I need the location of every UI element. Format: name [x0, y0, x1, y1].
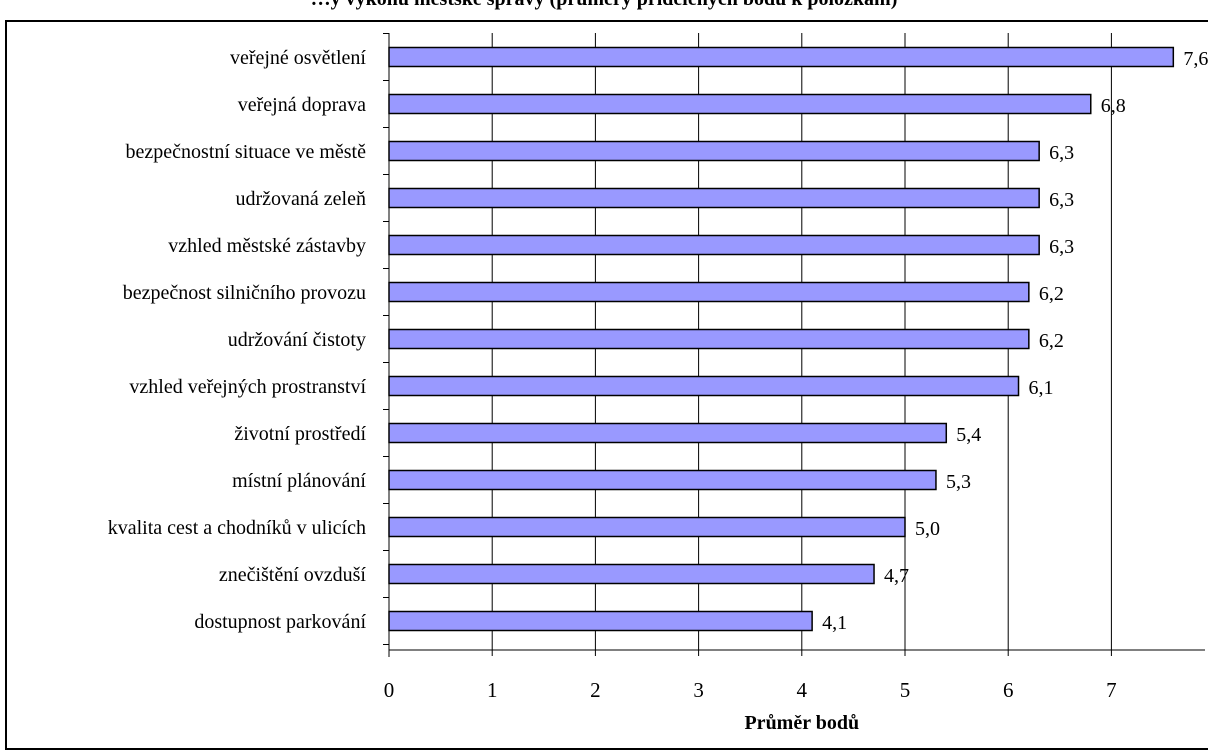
x-tick-label: 6 [1003, 678, 1014, 702]
value-label: 5,3 [946, 471, 971, 493]
bar [388, 516, 906, 538]
value-label: 6,3 [1049, 189, 1074, 211]
bar [388, 610, 813, 632]
value-label: 6,3 [1049, 236, 1074, 258]
bar [388, 422, 948, 444]
value-label: 6,2 [1039, 330, 1064, 352]
category-label: vzhled veřejných prostranství [129, 376, 366, 398]
x-tick-label: 3 [693, 678, 704, 702]
bar [388, 234, 1040, 256]
bar [388, 281, 1030, 303]
category-label: udržovaná zeleň [236, 188, 366, 210]
x-tick-label: 2 [590, 678, 601, 702]
value-label: 6,1 [1029, 377, 1054, 399]
bar [388, 46, 1175, 68]
value-label: 4,7 [884, 565, 909, 587]
bar [388, 563, 875, 585]
value-label: 6,2 [1039, 283, 1064, 305]
category-label: dostupnost parkování [194, 611, 366, 633]
x-tick-label: 0 [384, 678, 395, 702]
bar [388, 93, 1092, 115]
x-tick-label: 5 [900, 678, 911, 702]
category-label: životní prostředí [234, 423, 366, 445]
value-label: 7,6 [1183, 48, 1208, 70]
category-label: bezpečnostní situace ve městě [126, 141, 367, 163]
chart-title: …y výkonu městské správy (průměry přiděl… [0, 0, 1208, 18]
x-tick-label: 7 [1106, 678, 1117, 702]
value-label: 5,4 [956, 424, 981, 446]
x-axis-title: Průměr bodů [744, 712, 859, 734]
category-label: bezpečnost silničního provozu [123, 282, 366, 304]
bar [388, 469, 937, 491]
category-label: veřejná doprava [238, 94, 366, 116]
bar [388, 328, 1030, 350]
category-label: znečištění ovzduší [219, 564, 367, 586]
category-label: veřejné osvětlení [230, 47, 366, 69]
bar [388, 375, 1020, 397]
x-tick-label: 1 [487, 678, 498, 702]
value-label: 4,1 [822, 612, 847, 634]
category-label: vzhled městské zástavby [168, 235, 366, 257]
bar [388, 187, 1040, 209]
value-label: 6,3 [1049, 142, 1074, 164]
value-label: 5,0 [915, 518, 940, 540]
x-tick-label: 4 [797, 678, 808, 702]
value-label: 6,8 [1101, 95, 1126, 117]
bar [388, 140, 1040, 162]
category-label: místní plánování [232, 470, 366, 492]
category-label: udržování čistoty [228, 329, 366, 351]
category-label: kvalita cest a chodníků v ulicích [108, 517, 366, 539]
